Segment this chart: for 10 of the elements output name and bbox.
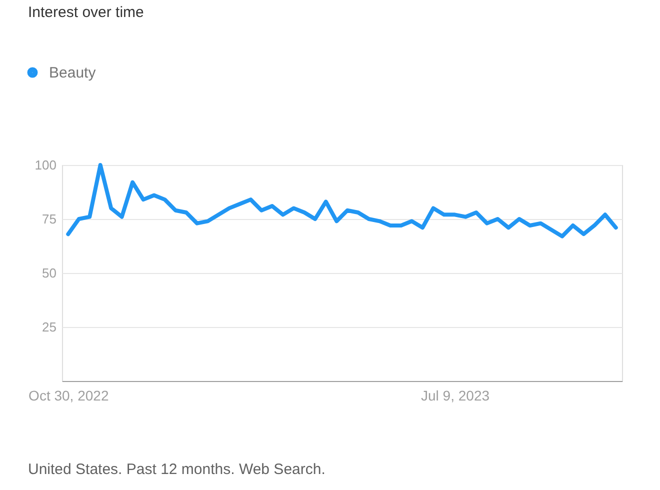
y-tick-label: 25	[42, 320, 56, 334]
text: United States. Past 12 months. Web Search.	[28, 461, 326, 478]
x-tick-label: Oct 30, 2022	[28, 388, 109, 404]
legend-label: Beauty	[49, 64, 96, 82]
x-tick-label: Jul 9, 2023	[421, 388, 490, 404]
line-series	[66, 163, 618, 238]
chart-title: Interest over time	[28, 4, 144, 21]
y-tick-label: 75	[42, 212, 56, 226]
y-tick-label: 100	[34, 158, 56, 172]
y-tick-label: 50	[42, 266, 56, 280]
